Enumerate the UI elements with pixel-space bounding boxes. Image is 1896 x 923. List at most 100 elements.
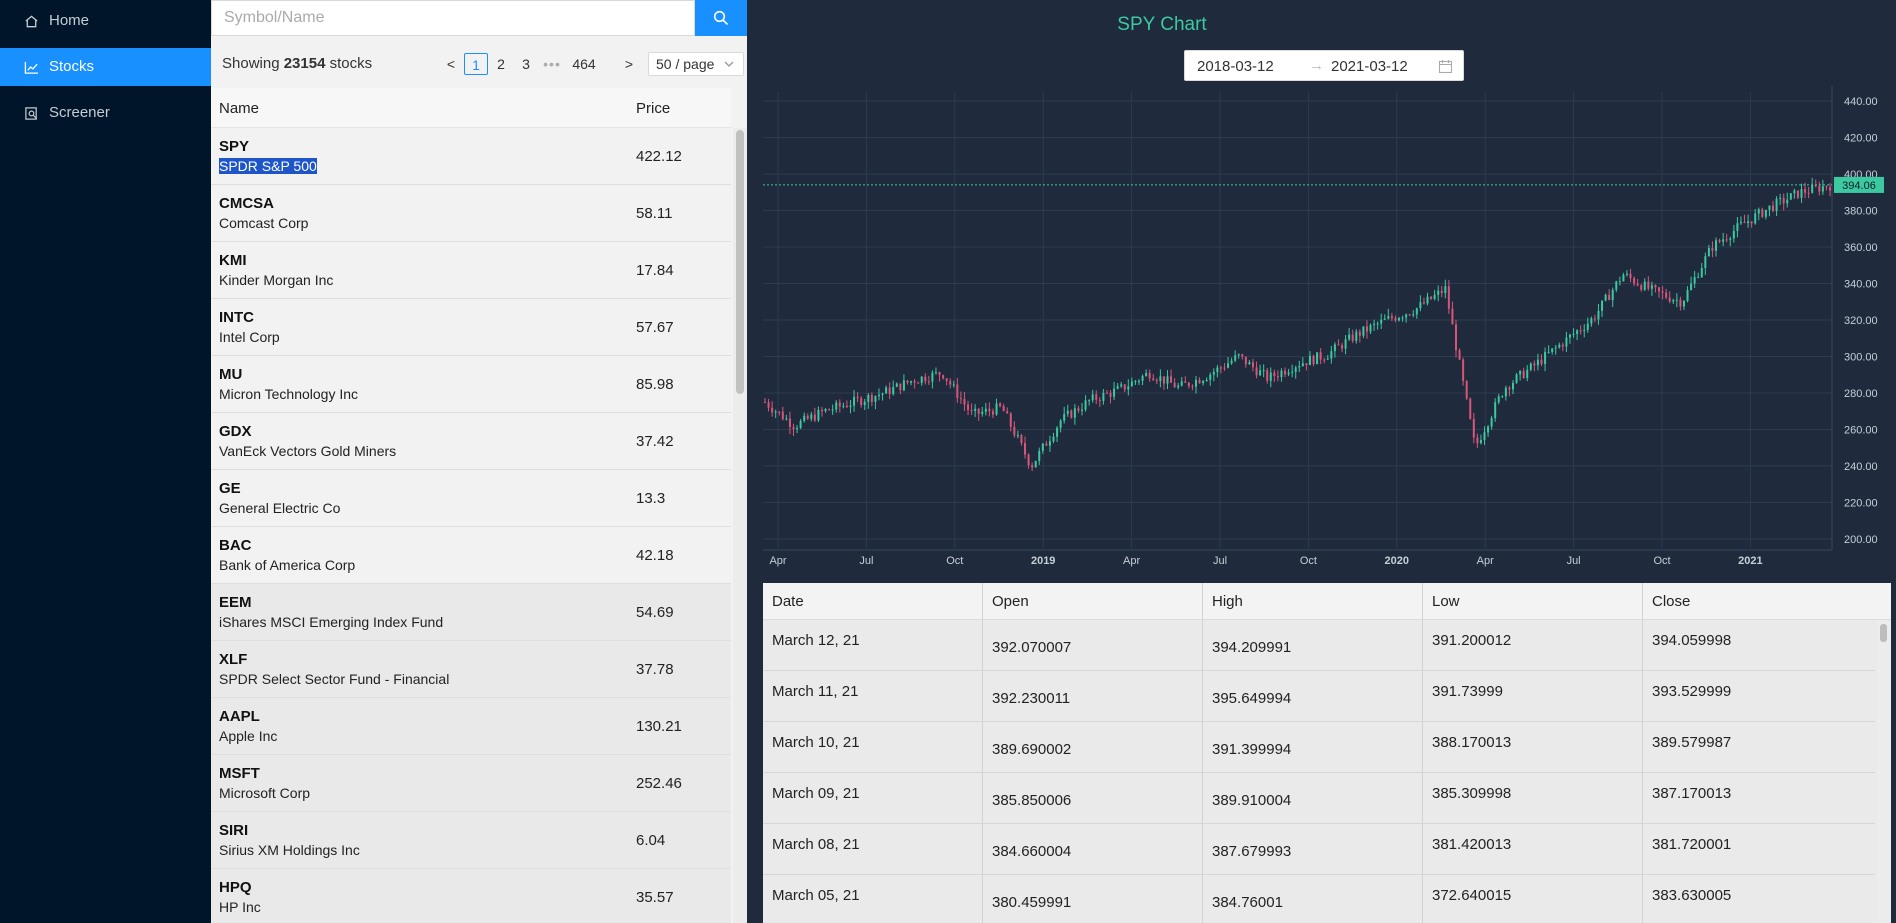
candle-body [1768, 205, 1771, 210]
candle-body [1690, 283, 1693, 290]
stock-row[interactable]: AAPL Apple Inc 130.21 [211, 698, 731, 755]
stock-row[interactable]: HPQ HP Inc 35.57 [211, 869, 731, 923]
price-cell-close: 383.630005 [1652, 887, 1732, 904]
date-range-picker[interactable]: 2018-03-12 → 2021-03-12 [1184, 50, 1464, 81]
sidebar-item-screener[interactable]: Screener [0, 94, 211, 132]
candle-body [1501, 396, 1504, 398]
candle-body [1056, 427, 1059, 437]
candle-body [1679, 299, 1682, 307]
candle-body [1722, 239, 1725, 242]
stock-row[interactable]: KMI Kinder Morgan Inc 17.84 [211, 242, 731, 299]
candle-body [1294, 367, 1297, 372]
chart-panel: 200.00 220.00 240.00 260.00 280.00 300.00 320.… [747, 0, 1896, 923]
page-last-button[interactable]: 464 [572, 56, 596, 72]
candle-body [1444, 286, 1447, 294]
stock-row[interactable]: MSFT Microsoft Corp 252.46 [211, 755, 731, 812]
last-price-badge [1834, 176, 1884, 193]
stock-row[interactable]: MU Micron Technology Inc 85.98 [211, 356, 731, 413]
next-page-button[interactable]: > [624, 56, 634, 72]
candle-body [1398, 318, 1401, 321]
candle-body [867, 394, 870, 402]
page-2-button[interactable]: 2 [497, 56, 505, 72]
page-size-select[interactable]: 50 / page [648, 52, 744, 76]
price-cell-high: 384.76001 [1212, 894, 1283, 911]
candle-body [1016, 435, 1019, 437]
column-divider [1422, 583, 1423, 923]
range-start-date[interactable]: 2018-03-12 [1197, 58, 1274, 75]
candle-body [1145, 373, 1148, 377]
screener-icon [25, 106, 38, 120]
page-3-button[interactable]: 3 [522, 56, 530, 72]
candle-body [1483, 432, 1486, 441]
candle-body [1319, 352, 1322, 360]
stock-row[interactable]: XLF SPDR Select Sector Fund - Financial 37… [211, 641, 731, 698]
candle-body [1672, 300, 1675, 302]
candle-body [1113, 388, 1116, 397]
price-row: March 09, 21 385.850006 389.910004 385.3099… [763, 773, 1875, 824]
search-button[interactable] [695, 0, 747, 36]
stock-row[interactable]: EEM iShares MSCI Emerging Index Fund 54.69 [211, 584, 731, 641]
candle-body [1811, 184, 1814, 193]
candle-body [1779, 197, 1782, 199]
price-cell-low: 385.309998 [1432, 785, 1512, 802]
y-tick-label: 220.00 [1844, 497, 1878, 509]
candle-body [1725, 239, 1728, 241]
price-cell-low: 381.420013 [1432, 836, 1512, 853]
sidebar-item-home[interactable]: Home [0, 2, 211, 40]
scrollbar-thumb[interactable] [1880, 624, 1887, 642]
stock-row[interactable]: INTC Intel Corp 57.67 [211, 299, 731, 356]
price-table-scrollbar[interactable] [1877, 620, 1891, 923]
sidebar-item-label: Stocks [49, 58, 95, 75]
price-column-header-date[interactable]: Date [772, 593, 804, 610]
candle-body [1494, 402, 1497, 419]
stock-name: Intel Corp [219, 329, 280, 345]
candle-body [1387, 316, 1390, 319]
candle-body [838, 402, 841, 407]
candle-body [1373, 323, 1376, 325]
stock-row[interactable]: GE General Electric Co 13.3 [211, 470, 731, 527]
candle-body [1120, 384, 1123, 387]
prev-page-button[interactable]: < [446, 56, 456, 72]
price-cell-low: 391.200012 [1432, 632, 1512, 649]
x-tick-label: Apr [1477, 555, 1494, 567]
stock-row[interactable]: SPY SPDR S&P 500 422.12 [211, 128, 731, 185]
calendar-icon[interactable] [1438, 59, 1453, 74]
column-header-name[interactable]: Name [219, 100, 260, 117]
price-cell-low: 391.73999 [1432, 683, 1503, 700]
page-1-button[interactable]: 1 [464, 53, 488, 75]
candle-body [1487, 426, 1490, 433]
candle-body [1825, 186, 1828, 188]
column-header-price[interactable]: Price [636, 100, 671, 117]
price-column-header-close[interactable]: Close [1652, 593, 1691, 610]
candle-body [1829, 187, 1831, 191]
price-column-header-low[interactable]: Low [1432, 593, 1460, 610]
candle-body [981, 411, 984, 414]
price-chart[interactable]: 200.00 220.00 240.00 260.00 280.00 300.00 320.… [747, 0, 1896, 580]
candle-body [1554, 347, 1557, 349]
scrollbar-thumb[interactable] [736, 130, 744, 394]
candle-body [845, 405, 848, 408]
stock-list-scrollbar[interactable] [733, 128, 747, 923]
candle-body [1202, 381, 1205, 384]
stock-row[interactable]: CMCSA Comcast Corp 58.11 [211, 185, 731, 242]
range-end-date[interactable]: 2021-03-12 [1331, 58, 1408, 75]
sidebar-item-stocks[interactable]: Stocks [0, 48, 211, 86]
price-column-header-high[interactable]: High [1212, 593, 1243, 610]
stock-row[interactable]: SIRI Sirius XM Holdings Inc 6.04 [211, 812, 731, 869]
search-input[interactable] [211, 0, 695, 36]
page-ellipsis[interactable]: ••• [543, 56, 561, 72]
candle-body [1073, 408, 1076, 418]
price-column-header-open[interactable]: Open [992, 593, 1029, 610]
stock-row[interactable]: GDX VanEck Vectors Gold Miners 37.42 [211, 413, 731, 470]
candle-body [1330, 351, 1333, 359]
candle-body [1358, 331, 1361, 336]
y-tick-label: 280.00 [1844, 388, 1878, 400]
candle-body [1305, 363, 1308, 366]
price-cell-close: 387.170013 [1652, 785, 1732, 802]
candle-body [1650, 285, 1653, 289]
candle-body [1412, 314, 1415, 316]
candle-body [1807, 192, 1810, 194]
stock-row[interactable]: BAC Bank of America Corp 42.18 [211, 527, 731, 584]
stock-name: Apple Inc [219, 728, 278, 744]
candle-body [888, 387, 891, 395]
